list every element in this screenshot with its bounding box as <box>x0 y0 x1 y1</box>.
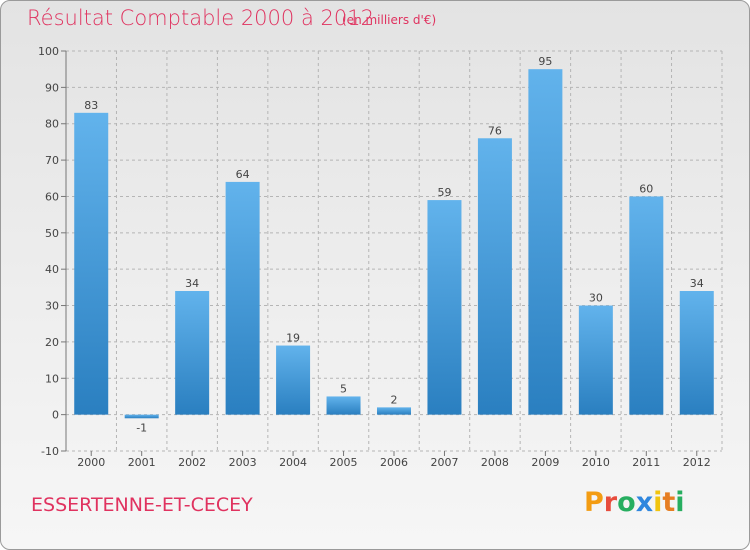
brand-letter: t <box>662 487 676 518</box>
x-tick-label-2005: 2005 <box>330 456 358 469</box>
x-tick-label-2000: 2000 <box>77 456 105 469</box>
value-label-2003: 64 <box>236 168 250 181</box>
proxiti-logo: Proxiti <box>584 487 685 518</box>
bar-2009 <box>528 69 563 415</box>
y-tick-label: 10 <box>45 372 59 385</box>
x-tick-label-2011: 2011 <box>632 456 660 469</box>
value-label-2004: 19 <box>286 332 300 345</box>
value-label-2000: 83 <box>84 99 98 112</box>
bar-2006 <box>377 407 411 415</box>
y-tick-label: 20 <box>45 336 59 349</box>
y-tick-label: 80 <box>45 118 59 131</box>
value-label-2010: 30 <box>589 292 603 305</box>
bar-2007 <box>427 200 462 415</box>
bar-2008 <box>477 138 512 415</box>
y-tick-label: 50 <box>45 227 59 240</box>
y-tick-label: 40 <box>45 263 59 276</box>
bar-2002 <box>175 291 210 415</box>
value-label-2007: 59 <box>437 186 451 199</box>
chart-title: Résultat Comptable 2000 à 2012 <box>27 6 374 30</box>
y-tick-label: 70 <box>45 154 59 167</box>
x-tick-label-2010: 2010 <box>582 456 610 469</box>
value-label-2011: 60 <box>639 182 653 195</box>
bar-2010 <box>578 305 613 415</box>
x-tick-label-2006: 2006 <box>380 456 408 469</box>
commune-name: ESSERTENNE-ET-CECEY <box>31 494 253 516</box>
value-label-2001: -1 <box>136 421 147 434</box>
bar-2000 <box>74 112 109 415</box>
brand-letter: i <box>653 487 663 518</box>
brand-letter: P <box>584 487 604 518</box>
bar-2001 <box>124 414 159 419</box>
brand-letter: o <box>617 487 636 518</box>
y-tick-label: -10 <box>41 445 59 458</box>
x-tick-label-2001: 2001 <box>128 456 156 469</box>
value-label-2012: 34 <box>690 277 704 290</box>
y-tick-label: 100 <box>38 45 59 58</box>
brand-letter: x <box>635 487 654 518</box>
value-label-2006: 2 <box>391 393 398 406</box>
bar-2003 <box>225 181 260 415</box>
bar-2005 <box>326 396 361 415</box>
brand-letter: i <box>675 487 685 518</box>
y-tick-label: 30 <box>45 300 59 313</box>
y-tick-label: 0 <box>52 409 59 422</box>
y-tick-label: 90 <box>45 81 59 94</box>
value-label-2009: 95 <box>538 55 552 68</box>
x-tick-label-2003: 2003 <box>229 456 257 469</box>
bar-2011 <box>629 196 664 415</box>
value-label-2002: 34 <box>185 277 199 290</box>
bar-2004 <box>276 345 311 415</box>
x-tick-label-2007: 2007 <box>430 456 458 469</box>
x-tick-label-2008: 2008 <box>481 456 509 469</box>
x-tick-label-2009: 2009 <box>531 456 559 469</box>
brand-letter: r <box>603 487 618 518</box>
x-tick-label-2004: 2004 <box>279 456 307 469</box>
y-tick-label: 60 <box>45 190 59 203</box>
x-tick-label-2012: 2012 <box>683 456 711 469</box>
value-label-2008: 76 <box>488 124 502 137</box>
x-tick-label-2002: 2002 <box>178 456 206 469</box>
chart-subtitle: (en milliers d'€) <box>342 13 437 27</box>
bar-2012 <box>679 291 714 415</box>
value-label-2005: 5 <box>340 382 347 395</box>
